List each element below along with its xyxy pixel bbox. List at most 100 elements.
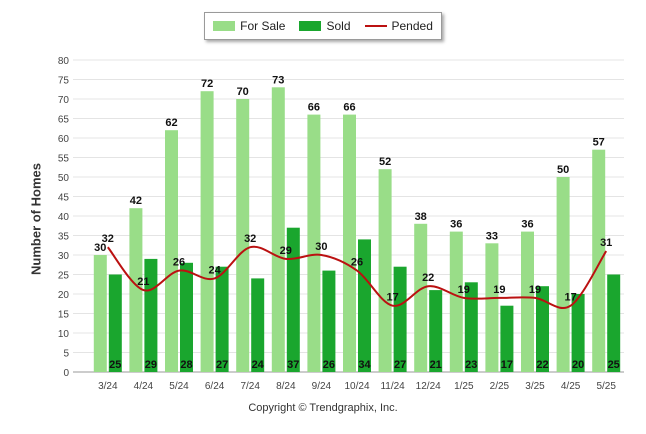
x-tick-label: 10/24 (344, 381, 369, 392)
bar-sold (607, 274, 621, 372)
y-tick-label: 45 (58, 193, 70, 204)
data-label-sold: 29 (145, 359, 157, 371)
data-label-for-sale: 57 (593, 137, 605, 149)
y-tick-label: 5 (63, 349, 69, 360)
data-label-for-sale: 30 (94, 242, 106, 254)
bar-for-sale (93, 255, 107, 372)
x-tick-label: 6/24 (205, 381, 225, 392)
y-tick-label: 60 (58, 134, 70, 145)
data-label-sold: 27 (216, 359, 228, 371)
legend: For Sale Sold Pended (204, 12, 442, 40)
y-tick-label: 35 (58, 232, 70, 243)
x-tick-label: 5/25 (596, 381, 616, 392)
bar-for-sale (378, 169, 392, 372)
bar-sold (286, 227, 300, 372)
y-tick-label: 70 (58, 95, 70, 106)
bar-sold (464, 282, 478, 372)
data-label-sold: 20 (572, 359, 584, 371)
data-label-sold: 22 (536, 359, 548, 371)
x-tick-label: 4/25 (561, 381, 581, 392)
bar-for-sale (414, 223, 428, 372)
bar-sold (251, 278, 265, 372)
data-label-sold: 23 (465, 359, 477, 371)
x-tick-label: 8/24 (276, 381, 296, 392)
data-label-for-sale: 73 (272, 74, 284, 86)
bar-for-sale (129, 208, 143, 372)
y-tick-label: 55 (58, 154, 70, 165)
y-tick-label: 75 (58, 76, 70, 87)
data-label-for-sale: 62 (165, 117, 177, 129)
legend-item-pended: Pended (364, 19, 433, 33)
bar-sold (536, 286, 549, 372)
bar-for-sale (556, 177, 570, 372)
data-label-pended: 19 (493, 284, 505, 296)
y-tick-label: 15 (58, 310, 70, 321)
bar-for-sale (592, 149, 606, 372)
data-label-for-sale: 72 (201, 78, 213, 90)
bar-for-sale (165, 130, 178, 372)
x-tick-label: 9/24 (312, 381, 332, 392)
x-tick-label: 5/24 (169, 381, 189, 392)
bar-sold (358, 239, 371, 372)
x-tick-label: 2/25 (490, 381, 510, 392)
data-label-pended: 32 (244, 233, 256, 245)
data-label-for-sale: 36 (521, 219, 533, 231)
bar-for-sale (485, 243, 499, 372)
bar-sold (180, 262, 193, 372)
data-label-sold: 21 (430, 359, 442, 371)
data-label-for-sale: 38 (415, 211, 427, 223)
bar-for-sale (200, 91, 214, 372)
bar-sold (500, 305, 514, 372)
data-label-pended: 22 (422, 272, 434, 284)
data-label-pended: 19 (529, 284, 541, 296)
y-tick-label: 65 (58, 115, 70, 126)
bar-for-sale (236, 99, 250, 372)
bar-sold (108, 274, 122, 372)
data-label-for-sale: 33 (486, 230, 498, 242)
data-label-sold: 24 (252, 359, 265, 371)
data-label-pended: 17 (386, 292, 398, 304)
legend-swatch-for-sale (213, 21, 236, 31)
bar-sold (393, 266, 407, 372)
x-tick-label: 3/25 (525, 381, 545, 392)
data-label-for-sale: 70 (237, 86, 249, 98)
y-tick-label: 30 (58, 251, 70, 262)
data-label-sold: 27 (394, 359, 406, 371)
data-label-for-sale: 50 (557, 164, 569, 176)
bar-for-sale (521, 231, 534, 372)
legend-label-for-sale: For Sale (240, 19, 286, 33)
data-label-pended: 21 (137, 276, 149, 288)
data-label-for-sale: 36 (450, 219, 462, 231)
legend-item-sold: Sold (299, 19, 351, 33)
data-label-sold: 25 (109, 359, 121, 371)
x-tick-label: 11/24 (380, 381, 405, 392)
bar-sold (322, 270, 336, 372)
y-tick-label: 50 (58, 173, 70, 184)
data-label-sold: 17 (501, 359, 513, 371)
data-label-sold: 28 (180, 359, 192, 371)
data-label-pended: 17 (564, 292, 576, 304)
data-label-pended: 26 (351, 257, 363, 269)
bar-sold (144, 258, 158, 372)
y-tick-label: 20 (58, 290, 70, 301)
bar-for-sale (271, 87, 285, 373)
data-label-pended: 26 (173, 257, 185, 269)
legend-swatch-sold (299, 21, 322, 31)
x-tick-label: 3/24 (98, 381, 118, 392)
legend-label-pended: Pended (391, 19, 433, 33)
bar-for-sale (307, 114, 321, 372)
data-label-for-sale: 52 (379, 156, 391, 168)
data-label-sold: 34 (358, 359, 371, 371)
data-label-sold: 37 (287, 359, 299, 371)
y-tick-label: 80 (58, 56, 70, 67)
y-tick-label: 25 (58, 271, 70, 282)
legend-swatch-pended (364, 25, 387, 27)
data-label-pended: 29 (280, 245, 292, 257)
legend-label-sold: Sold (326, 19, 351, 33)
data-label-sold: 26 (323, 359, 335, 371)
copyright-text: Copyright © Trendgraphix, Inc. (248, 402, 398, 414)
x-tick-label: 7/24 (240, 381, 260, 392)
data-label-pended: 24 (208, 264, 221, 276)
y-tick-label: 40 (58, 212, 70, 223)
